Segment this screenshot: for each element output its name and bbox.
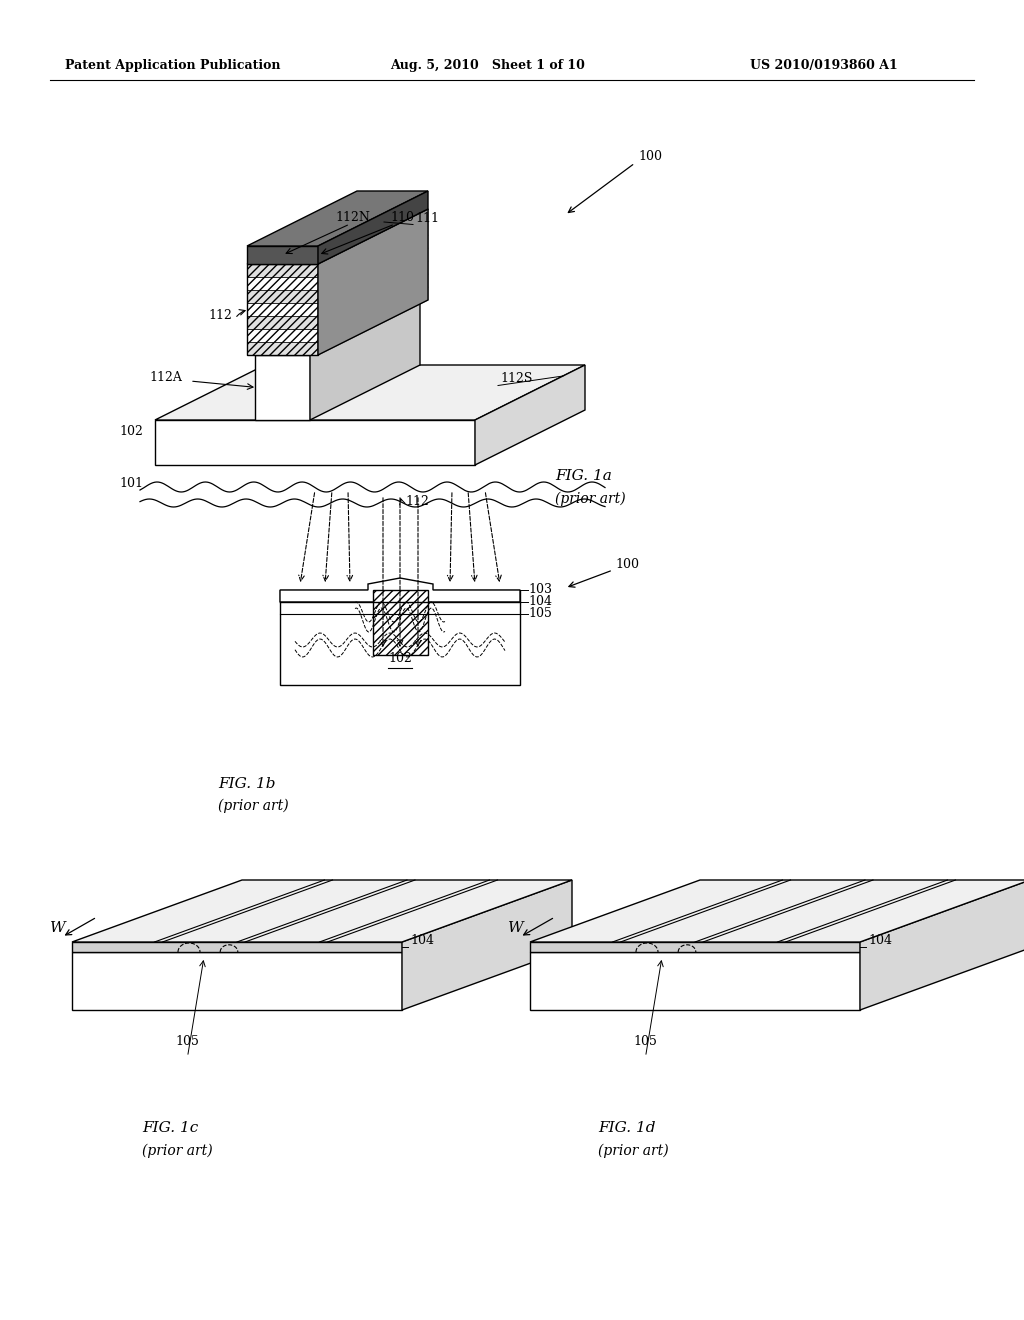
Polygon shape <box>72 942 402 952</box>
Polygon shape <box>530 880 1024 942</box>
Text: (prior art): (prior art) <box>598 1143 669 1158</box>
Text: Aug. 5, 2010   Sheet 1 of 10: Aug. 5, 2010 Sheet 1 of 10 <box>390 58 585 71</box>
Text: 104: 104 <box>868 935 892 946</box>
Text: W: W <box>50 921 66 935</box>
Polygon shape <box>155 366 585 420</box>
Polygon shape <box>402 880 572 1010</box>
Polygon shape <box>247 290 318 304</box>
Polygon shape <box>530 952 860 1010</box>
Polygon shape <box>318 222 428 290</box>
Text: 111: 111 <box>415 213 439 226</box>
Text: US 2010/0193860 A1: US 2010/0193860 A1 <box>750 58 898 71</box>
Text: Patent Application Publication: Patent Application Publication <box>65 58 281 71</box>
Text: 112: 112 <box>208 309 232 322</box>
Polygon shape <box>318 235 428 304</box>
Polygon shape <box>247 191 428 246</box>
Text: 101: 101 <box>119 477 143 490</box>
Text: W: W <box>508 921 523 935</box>
Text: 112A: 112A <box>150 371 182 384</box>
Polygon shape <box>247 246 318 264</box>
Polygon shape <box>318 275 428 342</box>
Text: (prior art): (prior art) <box>142 1143 213 1158</box>
Text: FIG. 1d: FIG. 1d <box>598 1121 655 1135</box>
Polygon shape <box>318 286 428 355</box>
Polygon shape <box>247 209 428 264</box>
Text: (prior art): (prior art) <box>218 799 289 813</box>
Polygon shape <box>280 578 520 602</box>
Polygon shape <box>72 880 572 942</box>
Polygon shape <box>318 261 428 329</box>
Polygon shape <box>318 248 428 315</box>
Text: (prior art): (prior art) <box>555 491 626 506</box>
Bar <box>280 590 520 685</box>
Text: 112N: 112N <box>335 211 370 224</box>
Bar <box>373 590 428 655</box>
Text: 105: 105 <box>634 1035 657 1048</box>
Polygon shape <box>310 300 420 420</box>
Text: 100: 100 <box>615 558 639 572</box>
Polygon shape <box>255 300 420 355</box>
Polygon shape <box>247 329 318 342</box>
Text: FIG. 1a: FIG. 1a <box>555 469 612 483</box>
Polygon shape <box>530 942 860 952</box>
Text: 112S: 112S <box>500 372 532 385</box>
Polygon shape <box>255 355 310 420</box>
Polygon shape <box>155 420 475 465</box>
Polygon shape <box>475 366 585 465</box>
Text: FIG. 1c: FIG. 1c <box>142 1121 199 1135</box>
Text: 102: 102 <box>119 425 143 438</box>
Text: 104: 104 <box>528 595 552 609</box>
Polygon shape <box>247 304 318 315</box>
Polygon shape <box>247 264 318 277</box>
Polygon shape <box>247 277 318 290</box>
Text: 104: 104 <box>410 935 434 946</box>
Polygon shape <box>247 315 318 329</box>
Polygon shape <box>72 952 402 1010</box>
Polygon shape <box>318 209 428 277</box>
Polygon shape <box>860 880 1024 1010</box>
Polygon shape <box>247 342 318 355</box>
Text: 105: 105 <box>175 1035 200 1048</box>
Text: FIG. 1b: FIG. 1b <box>218 777 275 791</box>
Text: 102: 102 <box>388 652 412 665</box>
Text: 110: 110 <box>390 211 414 224</box>
Text: 112: 112 <box>406 495 429 508</box>
Text: 105: 105 <box>528 607 552 620</box>
Text: 103: 103 <box>528 583 552 597</box>
Polygon shape <box>318 191 428 264</box>
Polygon shape <box>318 209 428 355</box>
Text: 100: 100 <box>638 150 662 162</box>
